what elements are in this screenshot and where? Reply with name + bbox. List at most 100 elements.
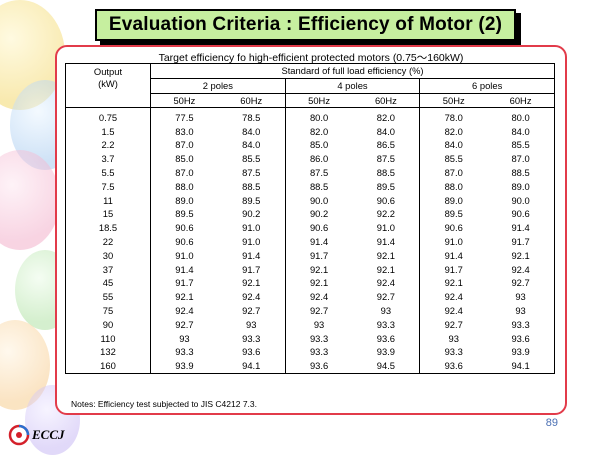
efficiency-cell: 82.0 <box>444 125 463 137</box>
efficiency-cell: 92.1 <box>175 291 194 303</box>
output-kw-cell: 160 <box>65 358 151 374</box>
efficiency-cell: 93.9 <box>511 346 530 358</box>
efficiency-cell: 93.6 <box>217 344 286 359</box>
output-kw-cell: 37 <box>65 262 151 276</box>
efficiency-cell: 91.0 <box>352 220 421 235</box>
efficiency-cell: 87.0 <box>175 166 194 178</box>
efficiency-cell: 86.0 <box>309 153 329 165</box>
efficiency-cell: 91.4 <box>175 263 194 275</box>
efficiency-cell: 85.0 <box>309 139 329 151</box>
efficiency-cell: 88.0 <box>175 180 194 192</box>
poles-header-6: 6 poles <box>419 78 555 94</box>
efficiency-cell: 92.4 <box>511 263 530 275</box>
efficiency-cell: 92.4 <box>444 291 463 303</box>
efficiency-cell: 89.0 <box>175 194 194 206</box>
logo-text: ECCJ <box>32 427 65 442</box>
efficiency-cell: 78.5 <box>217 107 286 125</box>
efficiency-cell: 93.9 <box>175 360 194 372</box>
output-kw-cell: 2.2 <box>65 137 151 152</box>
efficiency-cell: 92.7 <box>352 289 421 304</box>
efficiency-cell: 86.5 <box>352 137 421 152</box>
efficiency-cell: 84.0 <box>217 137 286 152</box>
table-row: 2.2 87.0 84.0 85.0 86.5 84.0 85.5 <box>65 137 555 152</box>
efficiency-cell: 93.6 <box>444 360 463 372</box>
hz-header: 60Hz <box>487 93 555 109</box>
eccj-logo: ECCJ <box>8 424 65 446</box>
efficiency-cell: 80.0 <box>511 111 530 123</box>
efficiency-cell: 85.5 <box>217 151 286 166</box>
table-row: 11 89.0 89.5 90.0 90.6 89.0 90.0 <box>65 193 555 207</box>
output-header: Output <box>65 63 151 79</box>
efficiency-cell: 92.1 <box>309 263 329 275</box>
efficiency-cell: 93 <box>352 303 421 318</box>
efficiency-cell: 91.0 <box>217 234 286 249</box>
output-kw-cell: 75 <box>65 303 151 318</box>
efficiency-cell: 92.7 <box>175 318 194 330</box>
table-row: 110 93 93.3 93.3 93.6 93 93.6 <box>65 331 555 345</box>
efficiency-cell: 92.4 <box>309 291 329 303</box>
hz-header: 50Hz <box>150 93 218 109</box>
output-kw-cell: 15 <box>65 206 151 221</box>
efficiency-cell: 90.6 <box>444 222 463 234</box>
output-kw-cell: 30 <box>65 248 151 263</box>
output-kw-cell: 22 <box>65 234 151 249</box>
efficiency-cell: 87.5 <box>352 151 421 166</box>
efficiency-cell: 87.5 <box>309 166 329 178</box>
efficiency-cell: 93.3 <box>217 331 286 345</box>
efficiency-cell: 91.0 <box>217 220 286 235</box>
efficiency-cell: 93.3 <box>309 332 329 344</box>
efficiency-cell: 90.0 <box>511 194 530 206</box>
efficiency-cell: 80.0 <box>309 111 329 123</box>
efficiency-cell: 89.5 <box>175 208 194 220</box>
standard-header: Standard of full load efficiency (%) <box>150 63 555 79</box>
table-row: 30 91.0 91.4 91.7 92.1 91.4 92.1 <box>65 248 555 263</box>
efficiency-cell: 92.1 <box>352 262 421 276</box>
efficiency-cell: 82.0 <box>352 107 421 125</box>
efficiency-cell: 84.0 <box>352 124 421 138</box>
efficiency-cell: 88.5 <box>352 165 421 180</box>
efficiency-cell: 92.7 <box>444 318 463 330</box>
efficiency-cell: 92.4 <box>217 289 286 304</box>
efficiency-cell: 91.7 <box>511 235 530 247</box>
efficiency-cell: 90.2 <box>217 206 286 221</box>
table-frame: Target efficiency fo high-efficient prot… <box>55 45 567 415</box>
efficiency-cell: 91.4 <box>444 249 463 261</box>
efficiency-cell: 93.6 <box>511 332 530 344</box>
efficiency-cell: 90.6 <box>309 222 329 234</box>
efficiency-cell: 85.5 <box>511 139 530 151</box>
efficiency-cell: 89.0 <box>444 194 463 206</box>
efficiency-cell: 92.1 <box>352 248 421 263</box>
table-body: 0.75 77.5 78.5 80.0 82.0 78.0 80.0 1.5 83.0 84.0 8… <box>65 107 555 374</box>
efficiency-cell: 87.5 <box>217 165 286 180</box>
table-row: 132 93.3 93.6 93.3 93.9 93.3 93.9 <box>65 344 555 359</box>
hz-header: 50Hz <box>285 93 353 109</box>
efficiency-cell: 89.5 <box>444 208 463 220</box>
table-row: 160 93.9 94.1 93.6 94.5 93.6 94.1 <box>65 358 555 374</box>
hz-header: 60Hz <box>352 93 421 109</box>
efficiency-cell: 87.0 <box>444 166 463 178</box>
efficiency-cell: 91.4 <box>511 222 530 234</box>
table-row: 90 92.7 93 93 93.3 92.7 93.3 <box>65 317 555 332</box>
efficiency-cell: 90.0 <box>309 194 329 206</box>
efficiency-cell: 88.5 <box>511 166 530 178</box>
table-row: 5.5 87.0 87.5 87.5 88.5 87.0 88.5 <box>65 165 555 180</box>
efficiency-cell: 89.0 <box>511 180 530 192</box>
efficiency-cell: 93 <box>217 317 286 332</box>
efficiency-table: Output Standard of full load efficiency … <box>65 63 555 374</box>
output-kw-cell: 5.5 <box>65 165 151 180</box>
table-row: 3.7 85.0 85.5 86.0 87.5 85.5 87.0 <box>65 151 555 166</box>
table-row: 22 90.6 91.0 91.4 91.4 91.0 91.7 <box>65 234 555 249</box>
efficiency-cell: 93.3 <box>175 346 194 358</box>
efficiency-cell: 94.1 <box>511 360 530 372</box>
output-kw-cell: 18.5 <box>65 220 151 235</box>
table-row: 15 89.5 90.2 90.2 92.2 89.5 90.6 <box>65 206 555 221</box>
efficiency-cell: 92.7 <box>511 277 530 289</box>
efficiency-cell: 82.0 <box>309 125 329 137</box>
efficiency-cell: 92.4 <box>175 304 194 316</box>
output-kw-cell: 11 <box>65 193 151 207</box>
efficiency-cell: 90.6 <box>511 208 530 220</box>
efficiency-cell: 84.0 <box>511 125 530 137</box>
efficiency-cell: 93.6 <box>309 360 329 372</box>
table-row: 0.75 77.5 78.5 80.0 82.0 78.0 80.0 <box>65 107 555 125</box>
efficiency-cell: 84.0 <box>444 139 463 151</box>
